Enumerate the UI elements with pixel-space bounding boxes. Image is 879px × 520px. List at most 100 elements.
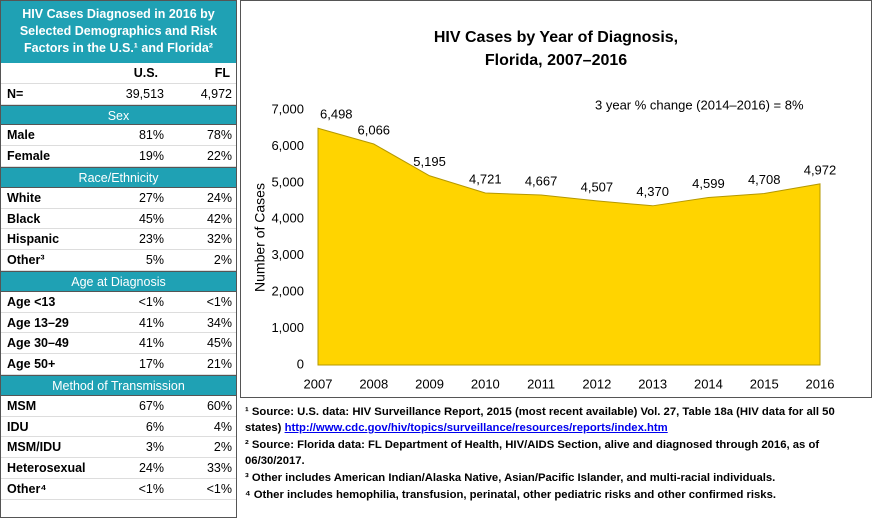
column-header: U.S. FL [1, 63, 236, 84]
cell: 19% [138, 149, 164, 164]
footnote: ³ Other includes American Indian/Alaska … [245, 470, 873, 486]
table-row: White 27% 24% [1, 188, 236, 209]
x-tick-label: 2015 [750, 376, 779, 391]
cell: 67% [138, 398, 164, 413]
area [317, 127, 821, 366]
table-row: Other³ 5% 2% [1, 250, 236, 271]
table-row: Age 50+ 17% 21% [1, 354, 236, 375]
cell: 17% [138, 357, 164, 372]
cell: 39,513 [125, 86, 164, 101]
chart-title: Florida, 2007–2016 [485, 52, 627, 69]
y-tick-label: 6,000 [271, 138, 304, 153]
cell: 4% [213, 419, 232, 434]
cell: 45% [206, 336, 232, 351]
table-row: Male 81% 78% [1, 125, 236, 147]
chart: HIV Cases by Year of Diagnosis, Florida, … [240, 0, 872, 398]
row-label: Age 50+ [7, 357, 56, 372]
row-label: Other³ [7, 253, 45, 268]
data-label: 4,599 [692, 176, 725, 191]
chart-title: HIV Cases by Year of Diagnosis, [434, 29, 678, 46]
data-label: 4,667 [525, 173, 558, 188]
column-label: FL [214, 66, 230, 80]
x-tick-label: 2009 [415, 376, 444, 391]
annotation: 3 year % change (2014–2016) = 8% [595, 97, 804, 112]
x-tick-label: 2016 [806, 376, 835, 391]
footnote: ⁴ Other includes hemophilia, transfusion… [245, 487, 873, 503]
data-label: 6,066 [358, 122, 391, 137]
table-row: IDU 6% 4% [1, 417, 236, 438]
cell: 33% [206, 461, 232, 476]
table-row: Age 13–29 41% 34% [1, 313, 236, 334]
footnote-link[interactable]: http://www.cdc.gov/hiv/topics/surveillan… [284, 422, 668, 434]
y-tick-label: 2,000 [271, 284, 304, 299]
y-tick-label: 5,000 [271, 174, 304, 189]
footnote-text: ¹ Source: U.S. data: HIV Surveillance Re… [245, 406, 835, 434]
cell: 4,972 [200, 86, 232, 101]
footnote: ² Source: Florida data: FL Department of… [245, 437, 873, 469]
cell: 23% [138, 232, 164, 247]
cell: 3% [145, 440, 164, 455]
cell: <1% [206, 294, 232, 309]
cell: 2% [213, 253, 232, 268]
data-label: 4,370 [636, 184, 669, 199]
y-tick-label: 3,000 [271, 247, 304, 262]
column-label: U.S. [133, 66, 158, 80]
table-row: Age 30–49 41% 45% [1, 333, 236, 355]
section-header: Age at Diagnosis [1, 271, 236, 292]
data-label: 4,721 [469, 171, 502, 186]
y-tick-label: 0 [297, 356, 304, 371]
row-label: IDU [7, 419, 29, 434]
cell: 21% [206, 357, 232, 372]
cell: 78% [206, 128, 232, 143]
row-label: Female [7, 149, 51, 164]
table-row: Age <13 <1% <1% [1, 292, 236, 313]
x-tick-label: 2014 [694, 376, 723, 391]
y-axis-title: Number of Cases [252, 183, 268, 292]
footnote: ¹ Source: U.S. data: HIV Surveillance Re… [245, 404, 873, 436]
x-tick-label: 2011 [527, 376, 555, 391]
row-label: Age <13 [7, 294, 56, 309]
table-row: Hispanic 23% 32% [1, 229, 236, 251]
section-header: Race/Ethnicity [1, 167, 236, 188]
x-tick-label: 2007 [304, 376, 333, 391]
cell: 32% [206, 232, 232, 247]
row-label: N= [7, 86, 24, 101]
total-row: N= 39,513 4,972 [1, 84, 236, 105]
cell: 41% [138, 336, 164, 351]
footnote-text: ⁴ Other includes hemophilia, transfusion… [245, 489, 777, 501]
demographics-table: HIV Cases Diagnosed in 2016 by Selected … [0, 0, 237, 518]
footnote-text: ² Source: Florida data: FL Department of… [245, 439, 820, 467]
data-label: 4,972 [804, 162, 837, 177]
cell: 34% [206, 315, 232, 330]
row-label: Heterosexual [7, 461, 86, 476]
cell: 24% [138, 461, 164, 476]
footnote-text: ³ Other includes American Indian/Alaska … [245, 472, 776, 484]
row-label: Other⁴ [7, 482, 47, 496]
cell: <1% [138, 482, 164, 496]
row-label: Age 30–49 [7, 336, 69, 351]
cell: 5% [145, 253, 164, 268]
y-tick-label: 7,000 [271, 101, 304, 116]
cell: 22% [206, 149, 232, 164]
footnotes: ¹ Source: U.S. data: HIV Surveillance Re… [245, 404, 873, 504]
cell: 60% [206, 398, 232, 413]
table-row: Other⁴ <1% <1% [1, 479, 236, 500]
table-row: Black 45% 42% [1, 209, 236, 230]
cell: 45% [138, 211, 164, 226]
cell: 41% [138, 315, 164, 330]
row-label: Black [7, 211, 41, 226]
data-label: 4,507 [581, 179, 614, 194]
row-label: Hispanic [7, 232, 60, 247]
row-label: Age 13–29 [7, 315, 69, 330]
section-header: Method of Transmission [1, 375, 236, 396]
row-label: White [7, 190, 42, 205]
x-tick-label: 2008 [359, 376, 388, 391]
table-row: Heterosexual 24% 33% [1, 458, 236, 479]
x-tick-label: 2010 [471, 376, 500, 391]
table-row: MSM 67% 60% [1, 396, 236, 417]
table-title: HIV Cases Diagnosed in 2016 by Selected … [1, 1, 236, 63]
data-label: 5,195 [413, 154, 446, 169]
y-tick-label: 1,000 [271, 320, 304, 335]
cell: 81% [138, 128, 164, 143]
data-label: 4,708 [748, 172, 781, 187]
